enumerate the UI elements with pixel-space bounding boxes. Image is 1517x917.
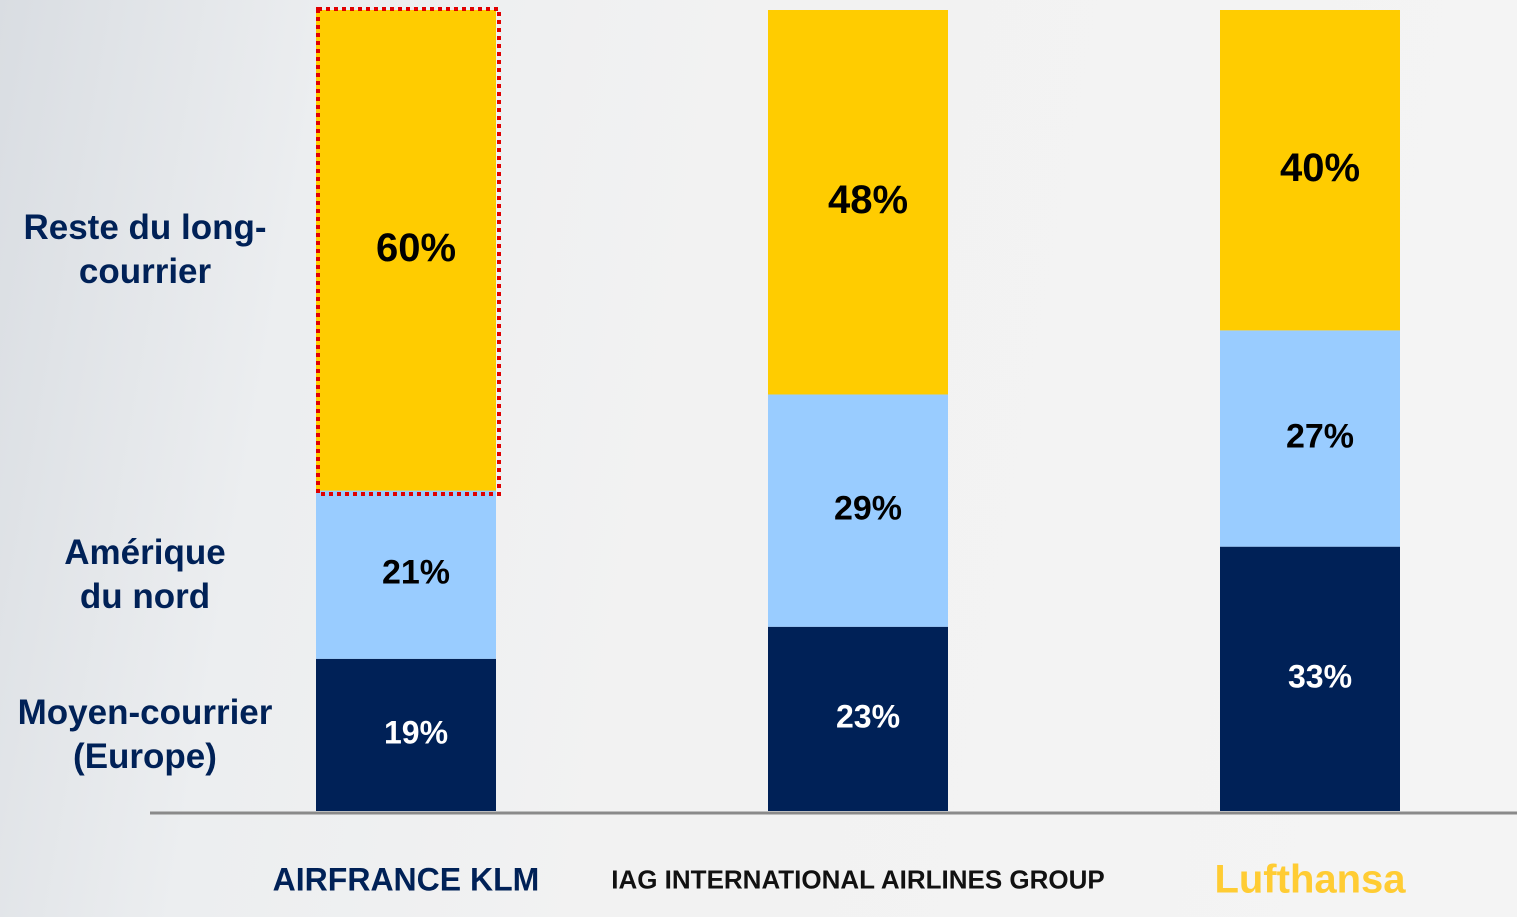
value-label: 23% [836, 698, 900, 734]
legend-label: Moyen-courrier (Europe) [0, 691, 290, 779]
value-label: 33% [1288, 658, 1352, 694]
category-label: Lufthansa [1214, 858, 1405, 903]
value-label: 48% [828, 178, 908, 222]
legend-label: Reste du long-courrier [20, 206, 270, 294]
plot: 19% 21% 60% 23% 29% 48% 33% 27% 40% [0, 0, 1517, 917]
legend-label: Amérique du nord [45, 531, 245, 619]
chart: 19% 21% 60% 23% 29% 48% 33% 27% 40% Moyen-courri… [0, 0, 1517, 917]
value-label: 19% [384, 714, 448, 750]
category-label: IAG INTERNATIONAL AIRLINES GROUP [611, 865, 1105, 896]
value-label: 60% [376, 226, 456, 270]
value-label: 40% [1280, 146, 1360, 190]
value-label: 29% [834, 490, 902, 528]
category-label: AIRFRANCE KLM [273, 862, 540, 899]
value-label: 27% [1286, 418, 1354, 456]
value-label: 21% [382, 554, 450, 592]
